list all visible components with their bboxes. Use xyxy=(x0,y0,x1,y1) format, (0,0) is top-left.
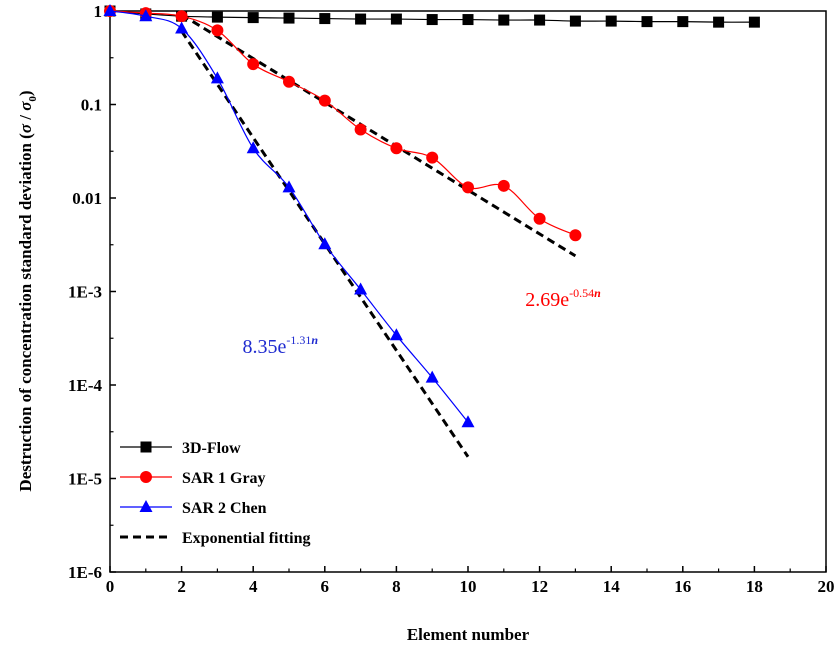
legend-label: Exponential fitting xyxy=(182,530,310,547)
y-axis-title-sigma: σ xyxy=(16,123,35,133)
series-3d-flow xyxy=(104,5,760,28)
marker-square xyxy=(713,16,725,28)
marker-square xyxy=(355,13,367,25)
y-tick-label: 0.01 xyxy=(72,189,102,208)
y-tick-label: 1E-5 xyxy=(68,470,102,489)
marker-square xyxy=(283,12,295,24)
legend-item: 3D-Flow xyxy=(120,440,241,457)
marker-circle xyxy=(283,75,295,88)
y-tick-label: 0.1 xyxy=(81,96,102,115)
legend-label: SAR 1 Gray xyxy=(182,470,266,487)
x-tick-label: 18 xyxy=(746,577,763,596)
marker-circle xyxy=(497,179,510,192)
marker-square xyxy=(677,16,689,28)
fit-equation: 2.69e-0.54n xyxy=(525,286,601,311)
plot-frame xyxy=(109,10,827,573)
marker-square xyxy=(247,12,259,24)
marker-square xyxy=(569,15,581,27)
x-tick-label: 6 xyxy=(321,577,330,596)
x-axis-title: Element number xyxy=(407,625,530,644)
marker-circle xyxy=(175,10,188,23)
series-sar-2-chen xyxy=(103,4,475,428)
legend-label: SAR 2 Chen xyxy=(182,500,267,517)
marker-triangle xyxy=(389,328,403,341)
marker-triangle xyxy=(175,21,189,34)
marker-square xyxy=(534,14,546,26)
marker-square xyxy=(462,14,474,26)
y-tick-label: 1E-4 xyxy=(68,376,103,395)
x-tick-label: 0 xyxy=(106,577,115,596)
y-axis-title-subscript: 0 xyxy=(27,96,39,102)
marker-square xyxy=(605,15,617,27)
marker-triangle xyxy=(210,71,224,84)
legend-item: SAR 2 Chen xyxy=(120,500,267,517)
fit-lines xyxy=(180,13,577,458)
marker-circle xyxy=(247,58,260,71)
marker-circle xyxy=(462,181,474,194)
marker-circle xyxy=(211,24,224,37)
x-tick-label: 14 xyxy=(603,577,621,596)
marker-circle xyxy=(533,212,546,225)
y-tick-label: 1E-3 xyxy=(68,283,102,302)
series-line xyxy=(109,10,576,236)
legend-label: 3D-Flow xyxy=(182,440,241,457)
marker-circle xyxy=(354,123,367,136)
y-axis-title-main: Destruction of concentration standard de… xyxy=(16,133,35,492)
marker-triangle xyxy=(139,500,153,512)
x-tick-label: 16 xyxy=(674,577,691,596)
series-line xyxy=(109,10,469,423)
marker-triangle xyxy=(461,415,475,428)
marker-circle xyxy=(390,142,403,155)
x-tick-label: 20 xyxy=(818,577,835,596)
marker-square xyxy=(319,13,331,25)
y-tick-label: 1E-6 xyxy=(68,563,102,582)
marker-triangle xyxy=(103,4,117,16)
axis-ticks: 0 2 4 6 8 10 12 14 16 18 20 1E-6 1E-5 1E-4 1E-3 0.01 0.1… xyxy=(68,2,835,596)
marker-triangle xyxy=(354,282,368,295)
marker-square xyxy=(140,441,152,453)
legend-item: Exponential fitting xyxy=(120,530,310,547)
marker-square xyxy=(641,16,653,28)
x-tick-label: 4 xyxy=(249,577,258,596)
annotations: 2.69e-0.54n 8.35e-1.31n xyxy=(242,286,601,358)
marker-square xyxy=(498,14,510,26)
y-tick-label: 1 xyxy=(94,2,103,21)
legend: 3D-Flow SAR 1 Gray SAR 2 Chen Exponential f… xyxy=(120,440,310,547)
x-tick-label: 12 xyxy=(531,577,548,596)
x-tick-label: 10 xyxy=(460,577,477,596)
marker-circle xyxy=(318,94,331,107)
fit-curve xyxy=(180,13,577,258)
marker-triangle xyxy=(425,370,439,383)
marker-circle xyxy=(426,151,439,164)
marker-circle xyxy=(140,471,152,483)
marker-triangle xyxy=(246,141,260,154)
marker-square xyxy=(390,13,402,25)
series-layer xyxy=(103,4,760,428)
fit-equation: 8.35e-1.31n xyxy=(242,333,318,358)
y-axis-title-sigma0: σ xyxy=(16,101,35,111)
series-sar-1-gray xyxy=(104,5,582,242)
marker-square xyxy=(748,16,760,28)
y-axis-title: Destruction of concentration standard de… xyxy=(16,90,39,491)
y-axis-title-close: ) xyxy=(16,90,35,96)
marker-square xyxy=(426,14,438,26)
x-tick-label: 2 xyxy=(177,577,186,596)
marker-triangle xyxy=(318,237,332,250)
legend-item: SAR 1 Gray xyxy=(120,470,266,487)
marker-square xyxy=(211,11,223,23)
y-axis-title-slash: / xyxy=(16,111,35,124)
marker-triangle xyxy=(282,180,296,193)
marker-triangle xyxy=(139,9,153,22)
marker-circle xyxy=(569,229,582,242)
x-tick-label: 8 xyxy=(392,577,401,596)
